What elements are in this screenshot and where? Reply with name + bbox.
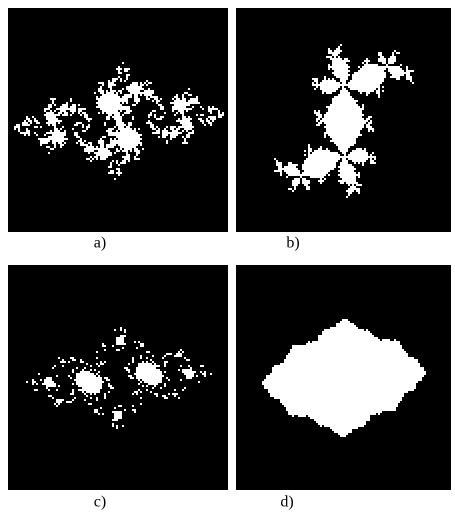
panel-b: b)	[236, 8, 451, 252]
panel-label: a)	[94, 235, 106, 252]
panel-a: a)	[8, 8, 228, 252]
panel-background	[8, 265, 228, 490]
panel-label: d)	[280, 494, 293, 511]
panel-c: c)	[8, 265, 228, 511]
panel-label: b)	[286, 235, 299, 252]
figure: a) b) c) d)	[0, 0, 455, 513]
panel-d: d)	[236, 265, 451, 511]
panel-label: c)	[94, 494, 106, 511]
